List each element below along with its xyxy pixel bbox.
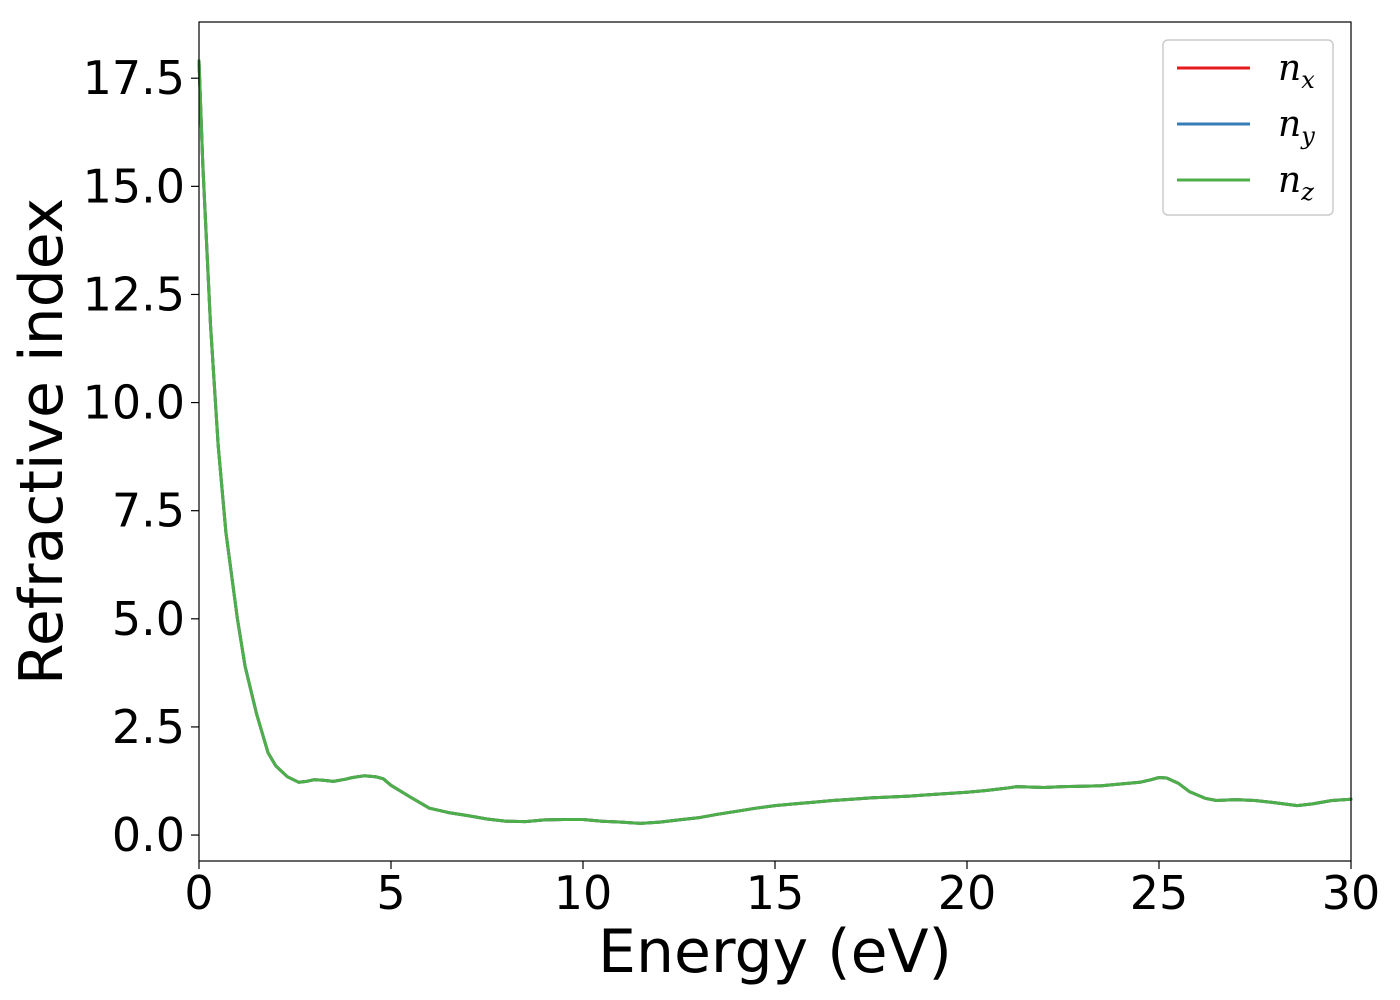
y-tick-label: 15.0 — [83, 159, 185, 213]
legend-label: ny — [1278, 104, 1315, 150]
series-layer — [197, 59, 1353, 825]
x-axis-ticks: 0 5 10 15 20 25 30 — [184, 861, 1380, 920]
x-tick-label: 20 — [938, 866, 997, 920]
y-axis-label: Refractive index — [7, 198, 77, 685]
legend-box — [1162, 39, 1334, 216]
x-tick-label: 30 — [1322, 866, 1381, 920]
legend-entry-x: nx — [1177, 48, 1315, 94]
y-tick-label: 2.5 — [112, 700, 185, 754]
y-axis-ticks: 0.0 2.5 5.0 7.5 10.0 12.5 15.0 17.5 — [83, 51, 199, 862]
x-axis-label: Energy (eV) — [598, 917, 952, 987]
series-line-z — [197, 59, 1353, 825]
y-tick-label: 12.5 — [83, 267, 185, 321]
legend-label: nz — [1278, 160, 1314, 206]
legend-entry-y: ny — [1177, 104, 1315, 150]
x-tick-label: 15 — [746, 866, 805, 920]
y-tick-label: 17.5 — [83, 51, 185, 105]
y-tick-label: 0.0 — [112, 808, 185, 862]
legend-entry-z: nz — [1177, 160, 1314, 206]
legend: nx ny nz — [1162, 39, 1334, 216]
y-tick-label: 10.0 — [83, 376, 185, 430]
x-tick-label: 0 — [184, 866, 213, 920]
y-tick-label: 5.0 — [112, 592, 185, 646]
x-tick-label: 25 — [1130, 866, 1189, 920]
x-tick-label: 10 — [554, 866, 613, 920]
legend-label: nx — [1278, 48, 1315, 94]
x-tick-label: 5 — [376, 866, 405, 920]
y-tick-label: 7.5 — [112, 484, 185, 538]
